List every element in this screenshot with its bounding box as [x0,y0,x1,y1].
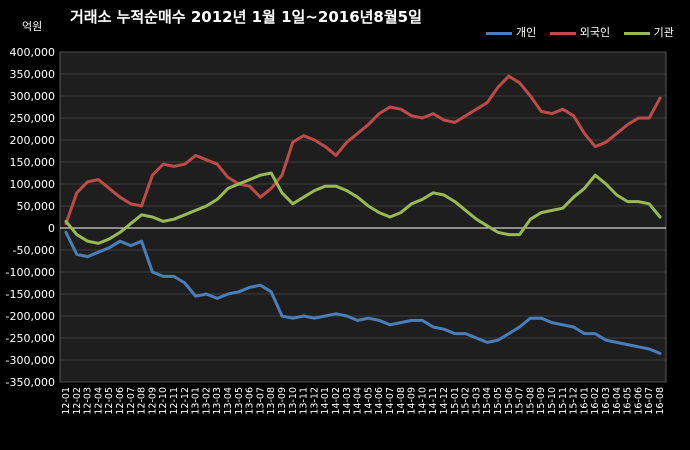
x-tick-label: 13-11 [299,387,310,415]
y-tick-label: 250,000 [10,112,56,125]
x-tick-label: 14-11 [428,387,439,415]
x-tick-label: 15-06 [504,387,515,415]
x-tick-label: 12-12 [180,387,191,415]
x-tick-label: 13-02 [201,387,212,415]
x-tick-label: 13-07 [255,387,266,415]
x-tick-label: 14-03 [342,387,353,415]
legend: 개인 외국인 기관 [486,24,684,40]
x-tick-label: 14-12 [439,387,450,415]
x-tick-label: 15-08 [525,387,536,415]
x-tick-label: 13-06 [245,387,256,415]
y-tick-label: -150,000 [6,288,55,301]
chart-title: 거래소 누적순매수 2012년 1월 1일~2016년8월5일 [70,8,422,26]
x-tick-label: 13-05 [234,387,245,415]
x-tick-label: 14-09 [407,387,418,415]
series-line-foreigner [64,74,662,226]
x-tick-label: 15-05 [493,387,504,415]
x-tick-label: 16-07 [644,387,655,415]
x-tick-label: 12-07 [126,387,137,415]
x-tick-label: 15-02 [461,387,472,415]
y-tick-label: -50,000 [13,244,55,257]
x-tick-label: 15-10 [547,387,558,415]
x-tick-label: 16-05 [623,387,634,415]
x-tick-label: 12-09 [147,387,158,415]
y-tick-label: 300,000 [10,90,56,103]
x-tick-label: 12-08 [137,387,148,415]
x-tick-label: 15-12 [569,387,580,415]
y-tick-label: 50,000 [17,200,56,213]
plot-area [59,51,667,383]
x-tick-label: 12-06 [115,387,126,415]
x-tick-label: 13-04 [223,387,234,415]
x-tick-label: 12-10 [158,387,169,415]
y-tick-label: 150,000 [10,156,56,169]
unit-label: 억원 [22,20,43,33]
x-tick-label: 14-08 [396,387,407,415]
x-tick-label: 12-11 [169,387,180,415]
x-tick-label: 13-12 [309,387,320,415]
x-tick-label: 12-02 [72,387,83,415]
x-tick-label: 14-04 [353,387,364,415]
y-tick-label: -200,000 [6,310,55,323]
x-tick-label: 15-07 [515,387,526,415]
y-tick-label: 100,000 [10,178,56,191]
series-lines [64,74,662,355]
legend-item-foreigner: 외국인 [549,24,611,40]
x-tick-label: 12-01 [61,387,72,415]
y-tick-label: 200,000 [10,134,56,147]
x-tick-label: 13-03 [212,387,223,415]
x-tick-label: 14-05 [363,387,374,415]
x-axis-ticks: 12-01 12-02 12-03 12-04 12-05 12-06 12-07 12-08… [61,387,666,415]
y-tick-label: -350,000 [6,376,55,389]
x-tick-label: 13-09 [277,387,288,415]
y-tick-label: 0 [48,222,55,235]
x-tick-label: 16-08 [655,387,666,415]
x-tick-label: 15-11 [558,387,569,415]
series-line-individual [64,230,662,355]
legend-label-institution: 기관 [653,26,674,39]
legend-item-individual: 개인 [486,24,536,40]
x-tick-label: 16-04 [612,387,623,415]
legend-swatch-foreigner [549,31,576,35]
y-tick-label: -250,000 [6,332,55,345]
legend-label-foreigner: 외국인 [579,26,611,39]
x-tick-label: 13-08 [266,387,277,415]
y-tick-label: -100,000 [6,266,55,279]
y-tick-label: 350,000 [10,68,56,81]
y-tick-label: 400,000 [10,46,56,59]
x-tick-label: 16-01 [579,387,590,415]
x-tick-label: 14-01 [320,387,331,415]
y-tick-label: -300,000 [6,354,55,367]
legend-item-institution: 기관 [623,24,674,40]
x-tick-label: 14-10 [417,387,428,415]
legend-swatch-institution [623,31,650,35]
legend-label-individual: 개인 [516,26,537,39]
x-tick-label: 15-03 [471,387,482,415]
x-tick-label: 16-06 [633,387,644,415]
x-tick-label: 12-03 [83,387,94,415]
gridlines [60,51,666,383]
legend-swatch-individual [486,31,512,35]
series-line-institution [64,171,662,245]
x-tick-label: 15-01 [450,387,461,415]
x-tick-label: 13-01 [191,387,202,415]
y-axis-ticks: 400,000 350,000 300,000 250,000 200,000 150,0… [6,46,55,389]
x-tick-label: 12-04 [93,387,104,415]
x-tick-label: 16-02 [590,387,601,415]
x-tick-label: 14-02 [331,387,342,415]
x-tick-label: 13-10 [288,387,299,415]
x-tick-label: 14-07 [385,387,396,415]
x-tick-label: 16-03 [601,387,612,415]
x-tick-label: 12-05 [104,387,115,415]
x-tick-label: 15-09 [536,387,547,415]
x-tick-label: 15-04 [482,387,493,415]
x-tick-label: 14-06 [374,387,385,415]
